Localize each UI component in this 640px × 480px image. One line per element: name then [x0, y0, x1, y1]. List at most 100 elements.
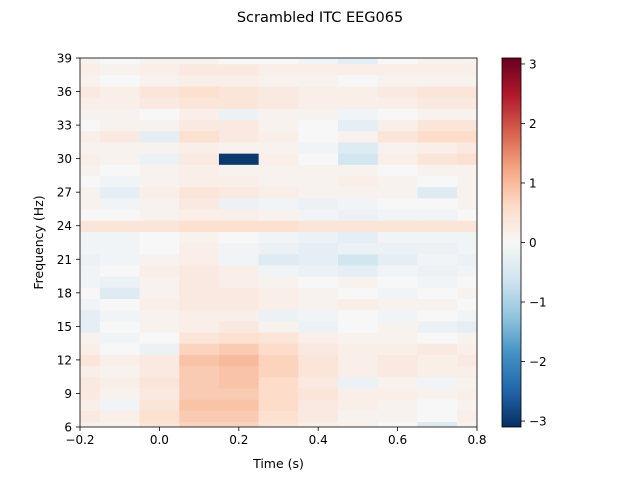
y-tick-label: 12 [57, 353, 72, 367]
heatmap-cell [298, 63, 339, 76]
heatmap-cell [377, 410, 419, 423]
heatmap-cell [218, 276, 260, 288]
heatmap-cell [218, 354, 260, 367]
heatmap-cell [377, 197, 419, 210]
heatmap-cell [179, 153, 220, 165]
heatmap-cell [377, 320, 419, 333]
heatmap-cell [377, 276, 419, 288]
heatmap-cell [417, 164, 458, 177]
heatmap-cell [377, 141, 419, 154]
x-axis: −0.2 0.0 0.2 0.4 0.6 0.8 [65, 427, 487, 447]
heatmap-cell [417, 276, 458, 288]
heatmap-cell [377, 287, 419, 300]
heatmap-cell [457, 399, 477, 411]
heatmap-cell [80, 253, 101, 266]
heatmap-cell [457, 331, 477, 344]
heatmap-cell [377, 354, 419, 367]
heatmap-cell [417, 264, 458, 277]
heatmap-cell [417, 399, 458, 411]
heatmap-cell [298, 365, 339, 378]
heatmap-cell [377, 108, 419, 121]
heatmap-cell [179, 85, 220, 98]
heatmap-cell [338, 97, 379, 109]
heatmap-cell [457, 242, 477, 255]
heatmap-cell [298, 387, 339, 400]
heatmap-cell [139, 387, 180, 400]
heatmap-cell [417, 354, 458, 367]
plot-frame [79, 57, 478, 428]
heatmap-cell [179, 331, 220, 344]
heatmap-cell [457, 97, 477, 109]
heatmap-cell [99, 343, 141, 355]
heatmap-cell [80, 320, 101, 333]
heatmap-cell [338, 264, 379, 277]
heatmap-cell [258, 119, 299, 132]
heatmap-cell [338, 58, 379, 65]
heatmap-cell [258, 130, 299, 143]
heatmap-cell [338, 231, 379, 244]
heatmap-cell [80, 343, 101, 355]
heatmap-cell [338, 365, 379, 378]
heatmap-cell [298, 253, 339, 266]
y-axis: 6 9 12 15 18 21 24 27 30 33 36 39 [57, 52, 80, 435]
heatmap-cell [218, 399, 260, 411]
heatmap-cell [258, 365, 299, 378]
heatmap-cell [417, 130, 458, 143]
y-tick-label: 15 [57, 320, 72, 334]
heatmap-cell [457, 354, 477, 367]
heatmap-cell [218, 186, 260, 199]
heatmap-cell [457, 287, 477, 300]
heatmap-cell [179, 354, 220, 367]
heatmap-cell [417, 119, 458, 132]
colorbar [501, 57, 522, 428]
heatmap-cell [179, 276, 220, 288]
heatmap-cell [457, 421, 477, 427]
heatmap-cell [179, 63, 220, 76]
heatmap-cell [457, 220, 477, 232]
heatmap-cell [457, 74, 477, 87]
heatmap-cell [179, 264, 220, 277]
heatmap-cell [377, 365, 419, 378]
heatmap-cell [99, 74, 141, 87]
heatmap-cell [179, 320, 220, 333]
heatmap-cell [298, 208, 339, 221]
heatmap-cell [218, 298, 260, 311]
heatmap-cell [139, 298, 180, 311]
heatmap-cell [258, 276, 299, 288]
heatmap-cell [99, 387, 141, 400]
heatmap-cell [139, 253, 180, 266]
heatmap-cell [417, 175, 458, 188]
heatmap-cell [80, 186, 101, 199]
heatmap-cell [417, 421, 458, 427]
heatmap-cell [99, 421, 141, 427]
colorbar-tick-label: −2 [529, 355, 547, 369]
heatmap-cell [218, 175, 260, 188]
y-tick-label: 30 [57, 152, 72, 166]
heatmap-cell [457, 264, 477, 277]
heatmap-cell [457, 298, 477, 311]
heatmap-cell [298, 376, 339, 389]
y-tick-label: 33 [57, 119, 72, 133]
heatmap-cell [218, 231, 260, 244]
heatmap-cell [298, 331, 339, 344]
y-tick-label: 36 [57, 85, 72, 99]
heatmap-cell [139, 242, 180, 255]
heatmap-cell [457, 119, 477, 132]
heatmap-cell [258, 231, 299, 244]
heatmap-cell [377, 208, 419, 221]
heatmap-cell [457, 175, 477, 188]
heatmap-cell [218, 119, 260, 132]
heatmap-cell [80, 153, 101, 165]
heatmap-cell [139, 108, 180, 121]
heatmap-cell [80, 365, 101, 378]
heatmap-cell [298, 399, 339, 411]
heatmap-cell [338, 153, 379, 165]
heatmap-cell [80, 276, 101, 288]
heatmap-cell [298, 298, 339, 311]
heatmap-cell [139, 309, 180, 322]
heatmap-cell [99, 164, 141, 177]
heatmap-cell [457, 276, 477, 288]
heatmap-cell [218, 365, 260, 378]
heatmap-cell [417, 343, 458, 355]
heatmap-cell [417, 208, 458, 221]
